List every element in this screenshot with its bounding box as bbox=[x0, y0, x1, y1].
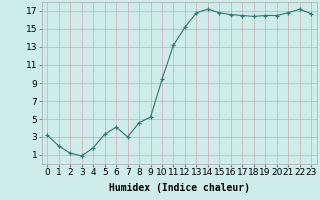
X-axis label: Humidex (Indice chaleur): Humidex (Indice chaleur) bbox=[109, 183, 250, 193]
